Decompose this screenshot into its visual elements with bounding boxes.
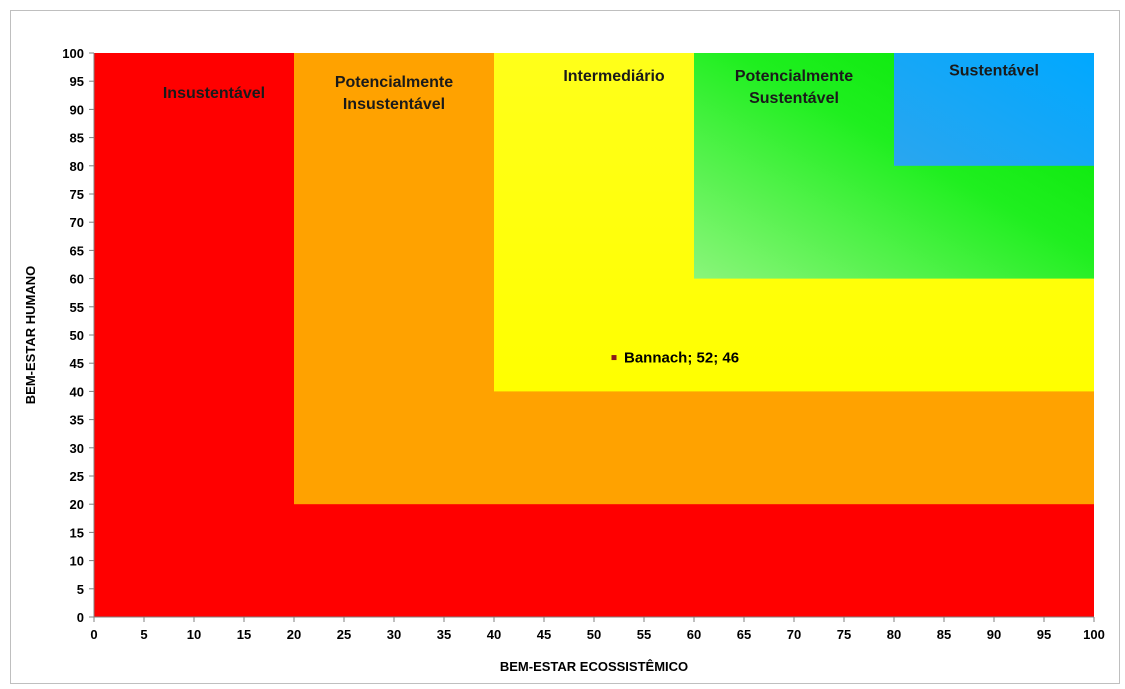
y-axis-title: BEM-ESTAR HUMANO [23,266,38,404]
y-tick-label: 10 [70,554,84,569]
y-tick-label: 20 [70,497,84,512]
data-point [611,355,617,361]
y-tick-label: 5 [77,582,84,597]
x-tick-label: 80 [887,627,901,642]
y-tick-label: 80 [70,159,84,174]
x-tick-label: 65 [737,627,751,642]
y-tick-label: 35 [70,413,84,428]
zone-label-line: Potencialmente [335,74,453,91]
y-tick-label: 15 [70,525,84,540]
x-tick-label: 70 [787,627,801,642]
x-tick-label: 55 [637,627,651,642]
y-tick-label: 75 [70,187,84,202]
y-tick-label: 25 [70,469,84,484]
zone-label-3: Intermediário [563,68,665,85]
y-tick-label: 95 [70,74,84,89]
zone-label-line: Sustentável [749,90,839,107]
y-tick-label: 70 [70,215,84,230]
x-tick-label: 5 [140,627,147,642]
x-tick-label: 85 [937,627,951,642]
x-tick-label: 40 [487,627,501,642]
zones-layer [94,53,1094,617]
x-tick-label: 50 [587,627,601,642]
x-tick-label: 0 [90,627,97,642]
y-tick-label: 65 [70,243,84,258]
y-tick-label: 40 [70,384,84,399]
y-tick-label: 55 [70,300,84,315]
x-tick-label: 95 [1037,627,1051,642]
x-tick-label: 20 [287,627,301,642]
zone-label-line: Intermediário [563,68,665,85]
zone-5 [894,53,1094,166]
x-tick-label: 25 [337,627,351,642]
zone-label-1: Insustentável [163,85,265,102]
axes-layer: 0 5 10 15 20 25 30 35 40 45 50 55 60 65 70 75 80 85 90 95 10… [62,46,1105,642]
x-tick-label: 45 [537,627,551,642]
y-tick-label: 85 [70,131,84,146]
points-layer: Bannach; 52; 46 [611,350,739,367]
y-tick-label: 45 [70,356,84,371]
x-tick-label: 30 [387,627,401,642]
x-tick-label: 10 [187,627,201,642]
y-tick-label: 0 [77,610,84,625]
x-tick-label: 90 [987,627,1001,642]
y-tick-label: 60 [70,272,84,287]
data-point-label: Bannach; 52; 46 [624,350,739,367]
zone-label-line: Insustentável [163,85,265,102]
x-tick-label: 100 [1083,627,1105,642]
zone-labels-layer: Insustentável Potencialmente Insustentável… [163,63,1039,113]
x-tick-label: 75 [837,627,851,642]
zone-label-2: Potencialmente Insustentável [335,74,453,113]
x-axis-title: BEM-ESTAR ECOSSISTÊMICO [500,659,688,674]
zone-label-line: Insustentável [343,96,445,113]
x-tick-label: 60 [687,627,701,642]
x-tick-label: 15 [237,627,251,642]
y-tick-label: 90 [70,102,84,117]
y-tick-label: 30 [70,441,84,456]
zone-label-line: Potencialmente [735,68,853,85]
y-tick-label: 50 [70,328,84,343]
zone-label-5: Sustentável [949,63,1039,80]
zone-label-4: Potencialmente Sustentável [735,68,853,107]
zone-label-line: Sustentável [949,63,1039,80]
y-tick-label: 100 [62,46,84,61]
x-tick-label: 35 [437,627,451,642]
